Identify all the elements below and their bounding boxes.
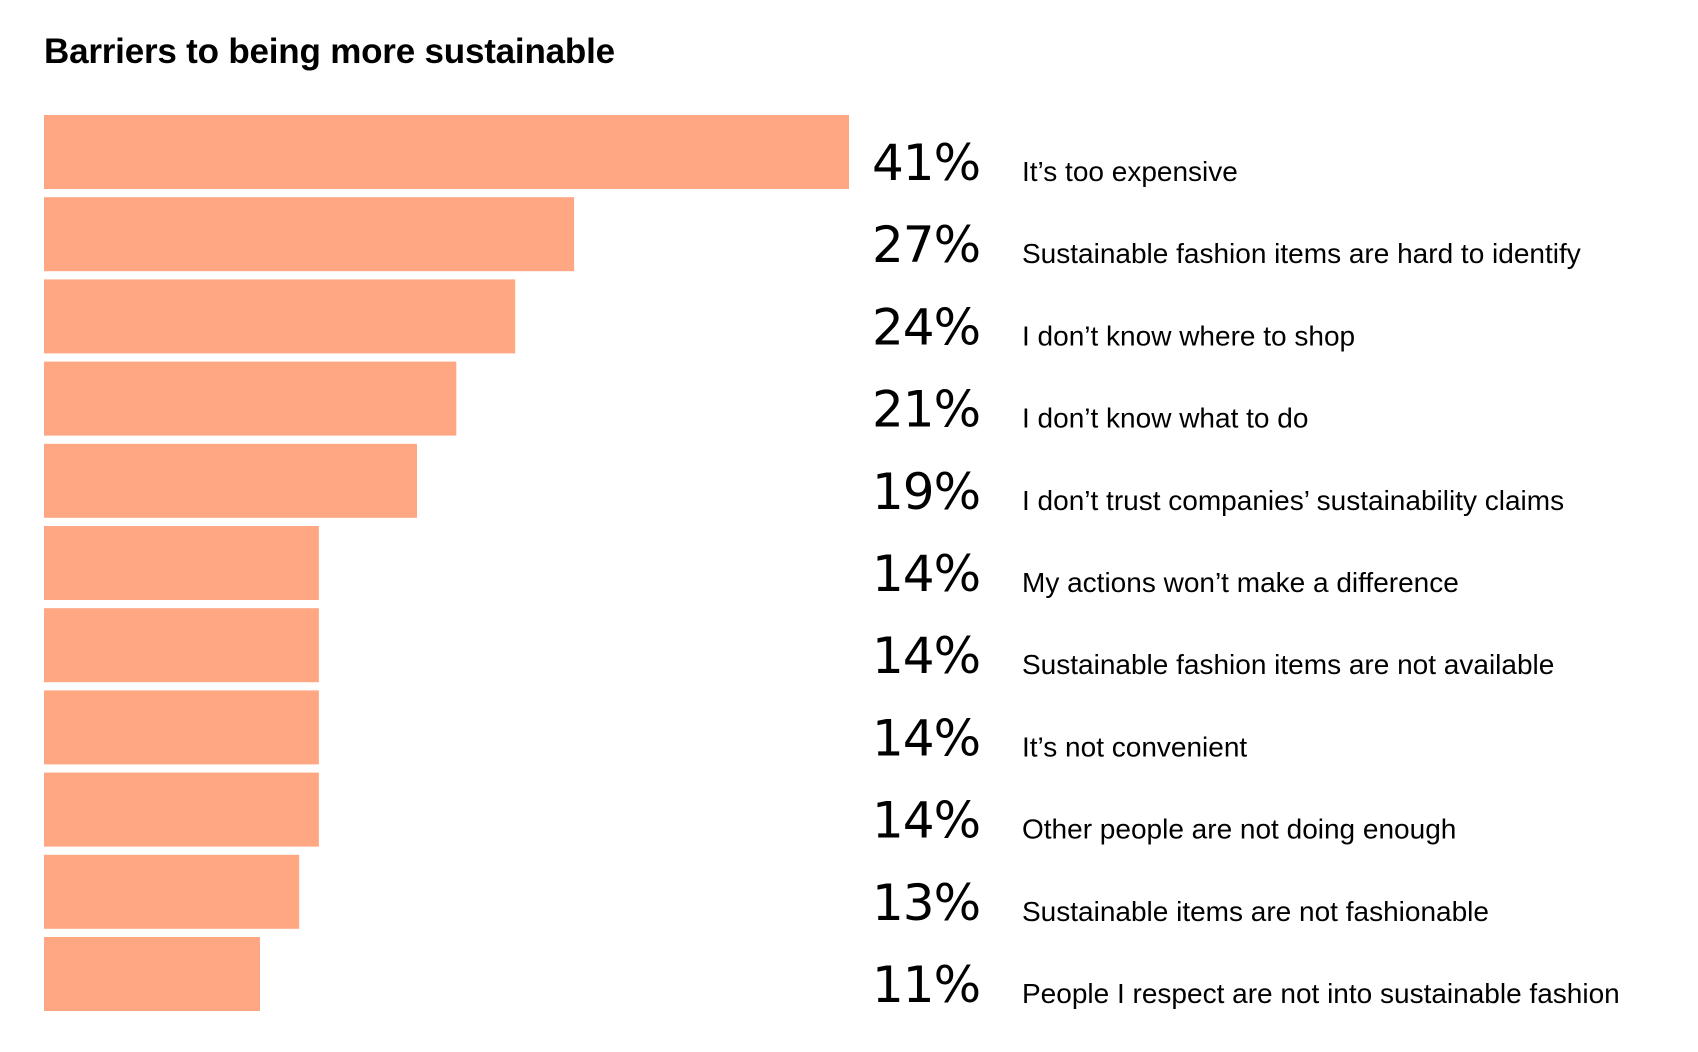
- bar-2: [44, 197, 575, 272]
- bar-11: [44, 937, 260, 1011]
- value-label-2: 27%: [872, 216, 980, 274]
- value-label-5: 19%: [872, 463, 980, 521]
- value-label-4: 21%: [872, 381, 980, 439]
- value-label-3: 24%: [872, 298, 980, 356]
- category-label-9: Other people are not doing enough: [1022, 814, 1456, 845]
- category-labels-group: It’s too expensive Sustainable fashion it…: [1022, 156, 1620, 1009]
- value-label-9: 14%: [872, 792, 980, 850]
- category-label-7: Sustainable fashion items are not availa…: [1022, 649, 1554, 680]
- bar-4: [44, 361, 457, 436]
- bar-9: [44, 772, 319, 847]
- chart-title: Barriers to being more sustainable: [44, 32, 615, 71]
- value-label-10: 13%: [872, 874, 980, 932]
- category-label-8: It’s not convenient: [1022, 731, 1247, 762]
- category-label-5: I don’t trust companies’ sustainability …: [1022, 485, 1564, 516]
- value-label-7: 14%: [872, 627, 980, 685]
- category-label-2: Sustainable fashion items are hard to id…: [1022, 238, 1581, 269]
- bar-10: [44, 854, 300, 929]
- bars-group: [44, 115, 849, 1011]
- category-label-3: I don’t know where to shop: [1022, 320, 1355, 351]
- bar-6: [44, 526, 319, 600]
- category-label-1: It’s too expensive: [1022, 156, 1238, 187]
- category-label-4: I don’t know what to do: [1022, 403, 1308, 434]
- bar-5: [44, 443, 417, 518]
- bar-8: [44, 690, 319, 765]
- value-label-11: 11%: [872, 956, 980, 1014]
- bar-3: [44, 279, 516, 354]
- bar-7: [44, 608, 319, 683]
- value-label-1: 41%: [872, 134, 980, 192]
- category-label-6: My actions won’t make a difference: [1022, 567, 1459, 598]
- value-label-6: 14%: [872, 545, 980, 603]
- value-labels-group: 41% 27% 24% 21% 19% 14% 14% 14% 14% 13% 11%: [872, 134, 981, 1014]
- category-label-11: People I respect are not into sustainabl…: [1022, 978, 1620, 1009]
- category-label-10: Sustainable items are not fashionable: [1022, 896, 1489, 927]
- bar-1: [44, 115, 849, 189]
- value-label-8: 14%: [872, 709, 980, 767]
